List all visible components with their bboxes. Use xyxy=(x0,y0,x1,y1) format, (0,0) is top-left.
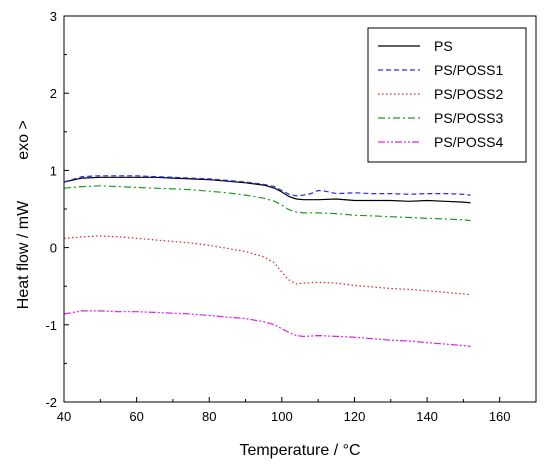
legend: PS PS/POSS1 PS/POSS2 PS/POSS3 PS/POSS4 xyxy=(367,27,527,163)
x-tick-label: 120 xyxy=(344,409,366,424)
legend-label: PS/POSS4 xyxy=(434,134,503,150)
y-tick-label: 3 xyxy=(50,9,57,24)
y-tick-label: 0 xyxy=(50,241,57,256)
y-tick-label: 1 xyxy=(50,163,57,178)
y-axis-title: Heat flow / mW xyxy=(15,200,32,309)
x-tick-label: 40 xyxy=(57,409,71,424)
x-axis-title: Temperature / °C xyxy=(239,442,360,459)
x-tick-label: 80 xyxy=(202,409,216,424)
y-axis-exo-annotation: exo > xyxy=(15,120,32,160)
legend-label: PS/POSS3 xyxy=(434,110,503,126)
series-line-ps-poss4 xyxy=(63,310,471,347)
series-curves xyxy=(63,175,471,347)
series-line-ps-poss2 xyxy=(63,235,471,296)
x-tick-label: 160 xyxy=(489,409,511,424)
legend-box xyxy=(367,27,527,163)
axis-ticks: 40 60 80 100 120 140 160 -2 -1 0 1 2 3 xyxy=(45,9,537,424)
y-tick-label: -2 xyxy=(45,395,57,410)
legend-label: PS/POSS2 xyxy=(434,86,503,102)
legend-label: PS/POSS1 xyxy=(434,62,503,78)
x-tick-label: 140 xyxy=(416,409,438,424)
y-tick-label: -1 xyxy=(45,318,57,333)
series-line-ps xyxy=(63,176,471,204)
y-tick-label: 2 xyxy=(50,86,57,101)
series-line-ps-poss1 xyxy=(63,175,471,197)
legend-label: PS xyxy=(434,38,453,54)
series-line-ps-poss3 xyxy=(63,185,471,222)
x-tick-label: 60 xyxy=(129,409,143,424)
x-tick-label: 100 xyxy=(271,409,293,424)
